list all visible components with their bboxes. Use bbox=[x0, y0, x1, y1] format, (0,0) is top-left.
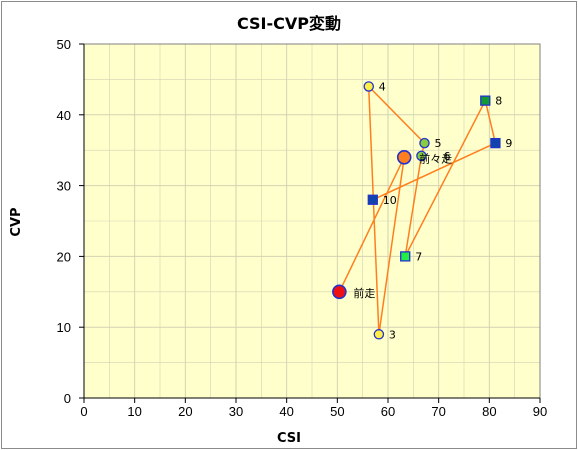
point-label-9: 9 bbox=[505, 137, 512, 150]
point-labels: 前走 前々走 3 4 56 7 8 9 10 bbox=[353, 80, 512, 341]
point-5 bbox=[419, 137, 430, 149]
x-tick-label: 70 bbox=[431, 404, 445, 419]
x-tick-label: 90 bbox=[533, 404, 547, 419]
point-label-8: 8 bbox=[495, 95, 502, 108]
chart-title: CSI-CVP変動 bbox=[237, 14, 341, 33]
point-6 bbox=[416, 150, 427, 162]
point-8 bbox=[480, 95, 491, 106]
point-label-10: 10 bbox=[383, 194, 397, 207]
x-tick-label: 50 bbox=[330, 404, 344, 419]
tick-labels: 0 10 20 30 40 50 60 70 80 90 0 10 20 30 40 50 bbox=[57, 37, 548, 419]
point-4 bbox=[363, 81, 374, 92]
point-10 bbox=[367, 194, 378, 205]
series-line bbox=[338, 85, 497, 336]
y-tick-label: 30 bbox=[57, 179, 71, 194]
y-tick-label: 0 bbox=[64, 391, 71, 406]
point-label-前走: 前走 bbox=[353, 286, 375, 300]
point-label-3: 3 bbox=[389, 328, 396, 341]
x-tick-label: 10 bbox=[127, 404, 141, 419]
point-label-前々走: 前々走 bbox=[419, 151, 452, 165]
y-tick-label: 50 bbox=[57, 37, 71, 52]
point-label-5: 5 bbox=[434, 137, 441, 150]
point-7 bbox=[400, 251, 411, 262]
x-tick-label: 80 bbox=[482, 404, 496, 419]
point-前走 bbox=[332, 284, 347, 300]
point-9 bbox=[490, 137, 501, 149]
y-axis-title: CVP bbox=[9, 207, 24, 236]
x-tick-label: 0 bbox=[80, 404, 87, 419]
point-label-4: 4 bbox=[379, 80, 386, 93]
y-tick-label: 20 bbox=[57, 249, 71, 264]
x-tick-label: 40 bbox=[279, 404, 293, 419]
axes bbox=[79, 43, 541, 403]
series-path bbox=[338, 85, 497, 336]
point-label-6: 6 bbox=[443, 150, 450, 163]
data-points bbox=[332, 81, 501, 340]
point-label-7: 7 bbox=[415, 250, 422, 263]
x-tick-label: 30 bbox=[229, 404, 243, 419]
x-tick-label: 60 bbox=[381, 404, 395, 419]
y-tick-label: 10 bbox=[57, 320, 71, 335]
y-tick-label: 40 bbox=[57, 108, 71, 123]
x-tick-label: 20 bbox=[178, 404, 192, 419]
x-axis-title: CSI bbox=[277, 431, 301, 446]
point-前々走 bbox=[396, 149, 412, 165]
point-3 bbox=[373, 329, 385, 340]
